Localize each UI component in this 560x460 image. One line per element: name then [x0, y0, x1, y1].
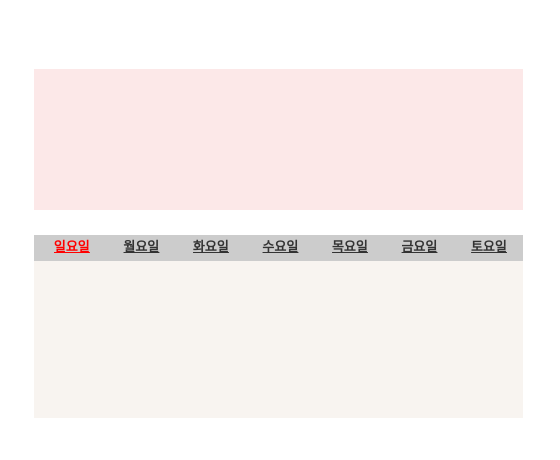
tab-sunday[interactable]: 일요일 — [54, 240, 90, 255]
tab-friday[interactable]: 금요일 — [401, 240, 438, 255]
tab-monday[interactable]: 월요일 — [123, 240, 160, 255]
banner-area — [34, 69, 523, 210]
tab-tuesday[interactable]: 화요일 — [193, 240, 229, 255]
tab-thursday[interactable]: 목요일 — [332, 240, 368, 255]
tab-content-panel — [34, 261, 523, 418]
tab-wednesday[interactable]: 수요일 — [262, 240, 299, 255]
tab-saturday[interactable]: 토요일 — [471, 240, 507, 255]
weekday-tab-bar: 일요일 월요일 화요일 수요일 목요일 금요일 토요일 — [34, 235, 523, 261]
